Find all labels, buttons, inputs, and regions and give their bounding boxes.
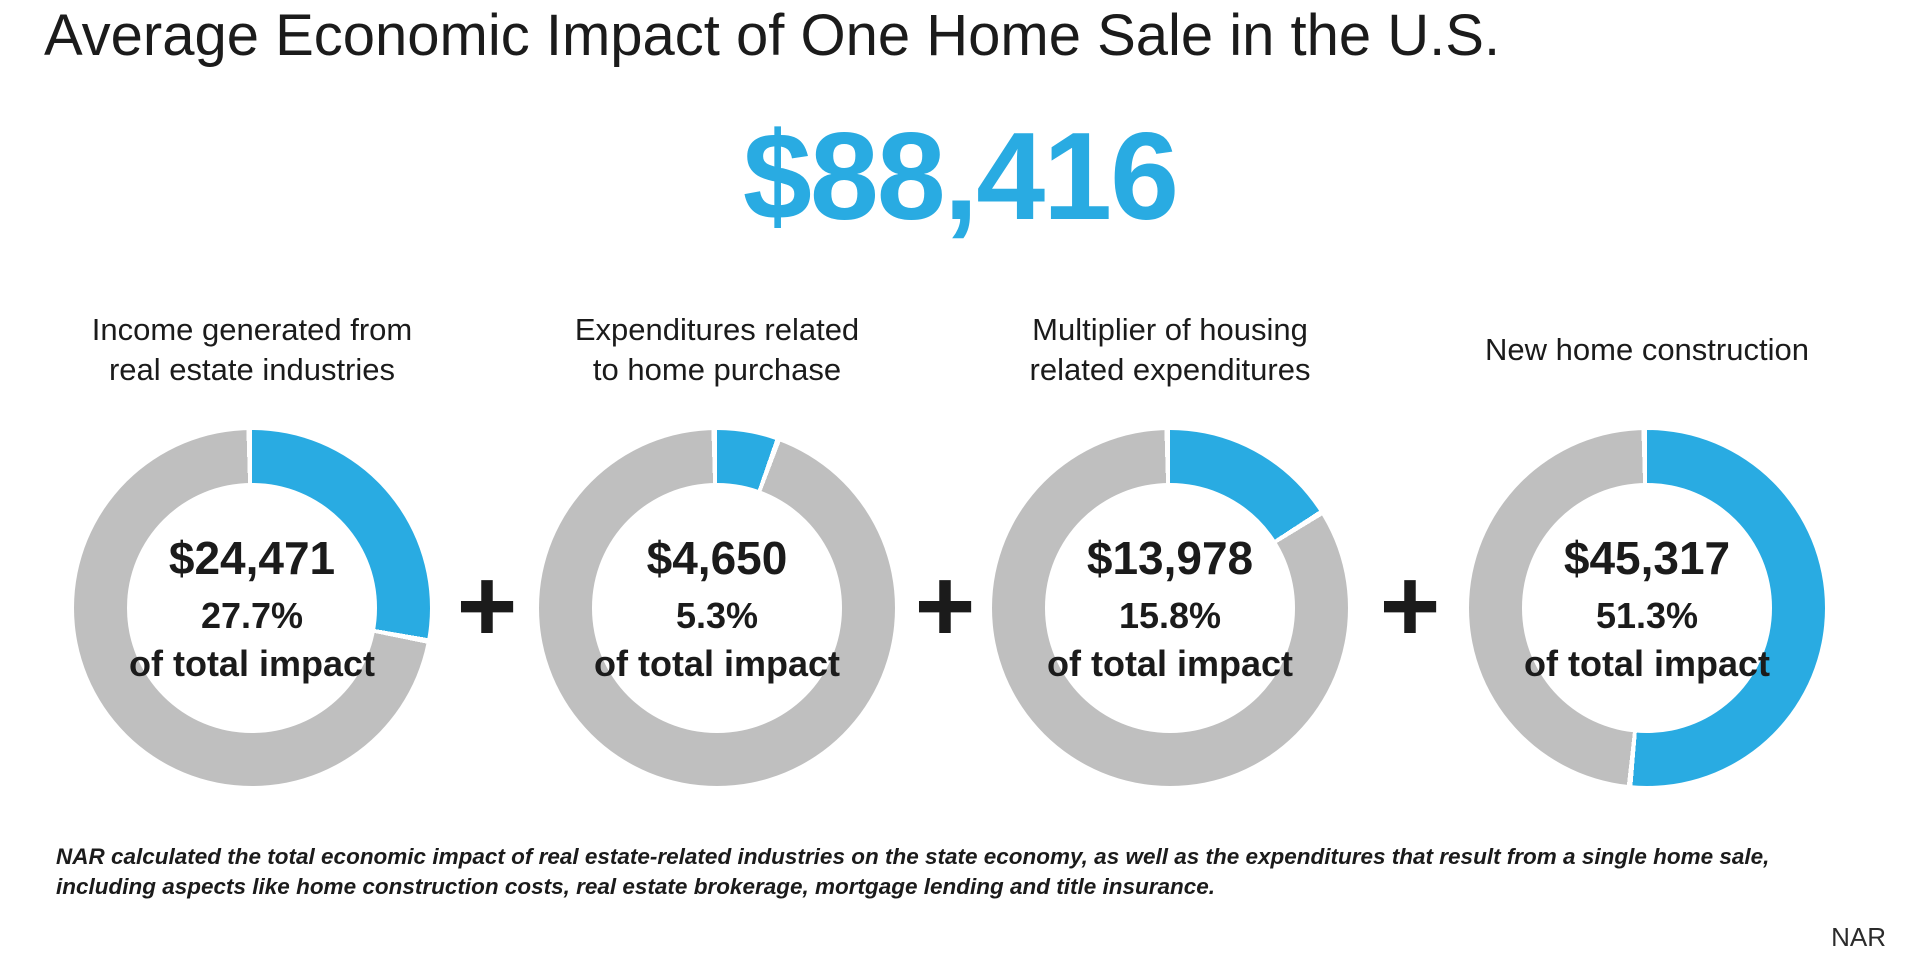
donut-column-expenditures: Expenditures related to home purchase $4…: [527, 300, 907, 786]
donut-caption: of total impact: [593, 643, 840, 684]
footnote: NAR calculated the total economic impact…: [56, 844, 1770, 900]
donut-value: $13,978: [1086, 532, 1254, 584]
donut-label: Multiplier of housing related expenditur…: [980, 300, 1360, 400]
plus-sign: +: [914, 548, 976, 664]
donut-value: $24,471: [168, 532, 336, 584]
donut-caption: of total impact: [1046, 643, 1293, 684]
donut-percent: 27.7%: [200, 595, 304, 636]
donut-chart-multiplier: $13,978 15.8% of total impact: [992, 430, 1348, 786]
donut-caption: of total impact: [128, 643, 375, 684]
donut-center: $45,317 51.3% of total impact: [1522, 483, 1772, 733]
donut-chart-construction: $45,317 51.3% of total impact: [1469, 430, 1825, 786]
donut-column-construction: New home construction $45,317 51.3% of t…: [1457, 300, 1837, 786]
plus-sign: +: [1379, 548, 1441, 664]
donut-caption: of total impact: [1523, 643, 1770, 684]
donut-center: $4,650 5.3% of total impact: [592, 483, 842, 733]
donut-chart-income: $24,471 27.7% of total impact: [74, 430, 430, 786]
donut-label: Income generated from real estate indust…: [62, 300, 442, 400]
donut-chart-expenditures: $4,650 5.3% of total impact: [539, 430, 895, 786]
donut-label-line1: Income generated from: [91, 312, 413, 348]
donut-percent: 15.8%: [1118, 595, 1222, 636]
donut-percent: 51.3%: [1595, 595, 1699, 636]
donut-percent: 5.3%: [675, 595, 759, 636]
source-label: NAR: [1831, 922, 1886, 952]
donut-label-line1: Multiplier of housing: [1032, 312, 1308, 348]
donut-label-line2: related expenditures: [1029, 352, 1311, 387]
donut-value: $4,650: [646, 532, 788, 584]
donut-label-line1: New home construction: [1485, 332, 1809, 368]
donut-label-line1: Expenditures related: [574, 312, 860, 348]
plus-sign: +: [456, 548, 518, 664]
donut-label-line2: real estate industries: [108, 352, 396, 387]
donut-label: Expenditures related to home purchase: [527, 300, 907, 400]
donut-center: $24,471 27.7% of total impact: [127, 483, 377, 733]
total-amount: $88,416: [742, 108, 1179, 246]
donut-center: $13,978 15.8% of total impact: [1045, 483, 1295, 733]
donut-column-multiplier: Multiplier of housing related expenditur…: [980, 300, 1360, 786]
donut-label-line2: to home purchase: [592, 352, 842, 387]
donut-value: $45,317: [1563, 532, 1731, 584]
donut-label: New home construction: [1457, 300, 1837, 400]
donut-column-income: Income generated from real estate indust…: [62, 300, 442, 786]
page-title: Average Economic Impact of One Home Sale…: [44, 3, 1501, 68]
